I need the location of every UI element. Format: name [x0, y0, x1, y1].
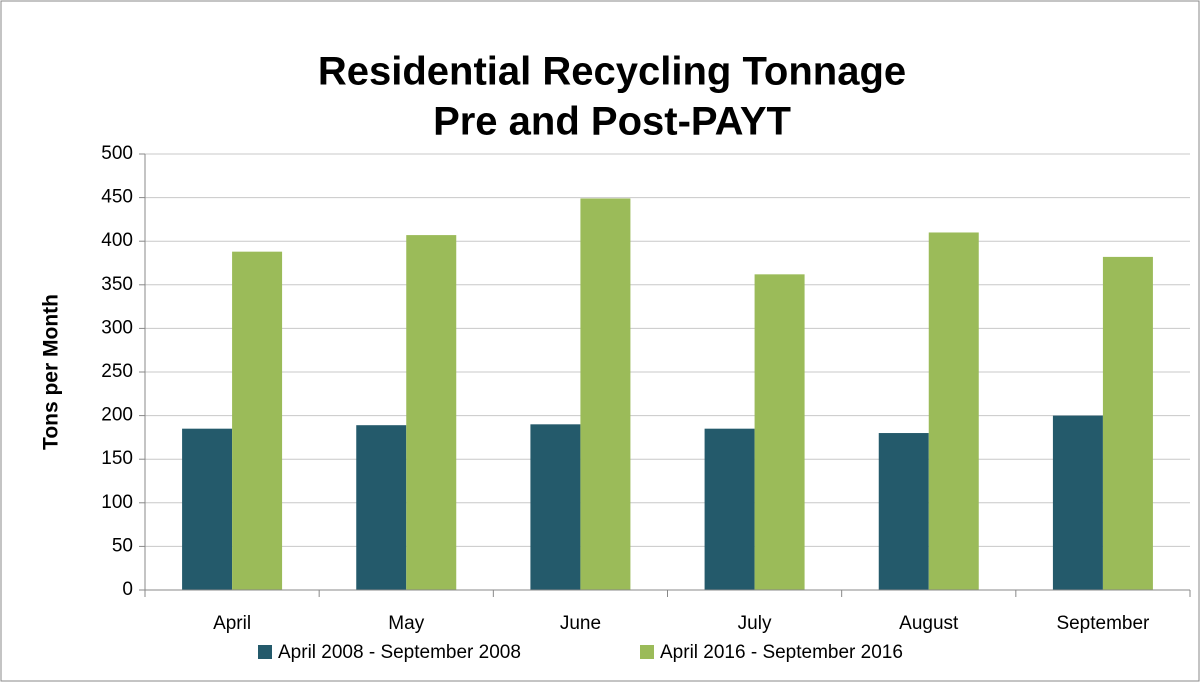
bar: [530, 424, 581, 590]
x-tick-label: June: [560, 613, 601, 634]
y-tick-label: 250: [101, 361, 133, 382]
bar: [1052, 415, 1103, 590]
bar: [928, 232, 979, 591]
bar: [182, 428, 233, 590]
chart-title: Pre and Post-PAYT: [433, 100, 791, 144]
bar: [704, 428, 755, 590]
legend-label: April 2008 - September 2008: [278, 642, 521, 663]
y-tick-label: 50: [112, 535, 133, 556]
y-tick-label: 0: [122, 579, 133, 600]
bar: [1102, 256, 1153, 590]
x-tick-label: September: [1056, 613, 1150, 634]
chart-title: Residential Recycling Tonnage: [318, 50, 906, 94]
legend-label: April 2016 - September 2016: [660, 642, 903, 663]
y-tick-label: 300: [101, 317, 133, 338]
y-tick-label: 350: [101, 274, 133, 295]
y-tick-label: 450: [101, 187, 133, 208]
y-tick-label: 400: [101, 230, 133, 251]
bar: [580, 198, 631, 591]
legend-swatch: [258, 645, 272, 659]
bar: [356, 425, 407, 590]
x-tick-label: July: [738, 613, 772, 634]
x-tick-label: August: [899, 613, 959, 634]
bar: [232, 251, 283, 590]
bar: [878, 433, 929, 590]
y-axis-label: Tons per Month: [40, 294, 63, 450]
y-tick-label: 100: [101, 492, 133, 513]
legend-swatch: [640, 645, 654, 659]
y-tick-label: 200: [101, 405, 133, 426]
bar: [406, 235, 457, 590]
y-tick-label: 500: [101, 143, 133, 164]
bar: [754, 274, 805, 590]
x-tick-label: May: [388, 613, 424, 634]
y-tick-label: 150: [101, 448, 133, 469]
x-tick-label: April: [213, 613, 251, 634]
